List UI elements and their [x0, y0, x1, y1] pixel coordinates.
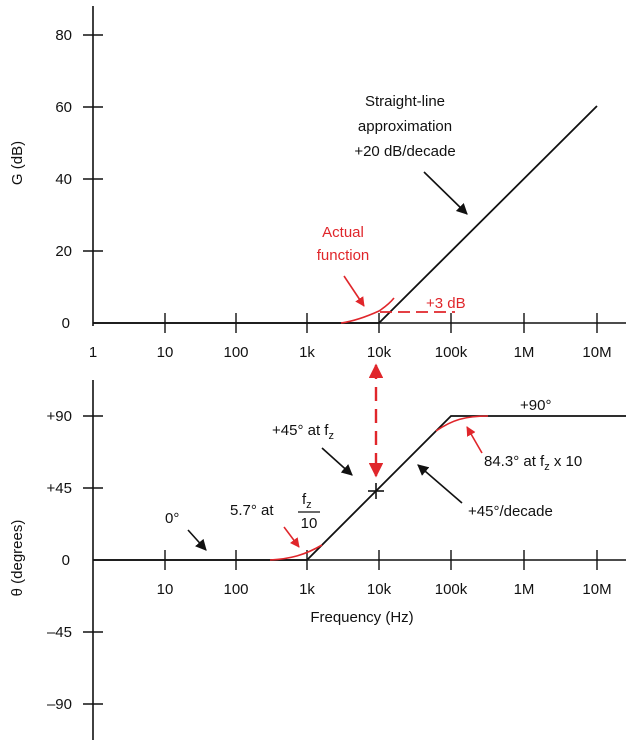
- magnitude-y-tick-label: 0: [62, 315, 70, 332]
- plus90-label: +90°: [520, 397, 551, 414]
- phase-x-tick-label: 10: [157, 581, 174, 598]
- magnitude-x-tick-label: 10: [157, 344, 174, 361]
- magnitude-x-tick-label: 100k: [435, 344, 468, 361]
- magnitude-x-tick-label: 1M: [514, 344, 535, 361]
- plus45-at-fz-arrow: [321, 447, 353, 476]
- phase-y-tick-label: 0: [62, 552, 70, 569]
- magnitude-x-tick-label: 10M: [582, 344, 611, 361]
- phase-actual-curve-low: [269, 544, 323, 561]
- p57-fraction-denominator: 10: [301, 515, 318, 532]
- magnitude-y-tick-label: 80: [55, 27, 72, 44]
- phase-y-tick-label: –90: [47, 696, 72, 713]
- phase-x-axis-label: Frequency (Hz): [310, 609, 413, 626]
- phase-x-tick-label: 10k: [367, 581, 392, 598]
- magnitude-x-tick-label: 10k: [367, 344, 392, 361]
- deg-per-decade-arrow: [417, 464, 463, 504]
- approximation-arrow: [423, 171, 468, 215]
- phase-x-tick-label: 1M: [514, 581, 535, 598]
- actual-function-label: Actual: [322, 224, 364, 241]
- phase-y-ticks: [83, 415, 103, 705]
- magnitude-y-ticks: [83, 34, 103, 252]
- magnitude-y-tick-label: 20: [55, 243, 72, 260]
- straight-line-label: Straight-line: [365, 93, 445, 110]
- zero-deg-arrow: [187, 529, 207, 551]
- actual-function-arrow: [343, 275, 365, 307]
- phase-y-tick-label: –45: [47, 624, 72, 641]
- phase-plot: +90 +45 0 –45 –90 θ (degrees) 10 100 1k …: [9, 380, 626, 740]
- p57-arrow: [283, 526, 300, 548]
- plus-3db-label: +3 dB: [426, 295, 466, 312]
- phase-y-axis-label: θ (degrees): [9, 520, 26, 597]
- plus45-at-fz-label: +45° at fz: [272, 422, 334, 442]
- phase-x-tick-label: 1k: [299, 581, 315, 598]
- magnitude-y-tick-label: 60: [55, 99, 72, 116]
- phase-x-tick-label: 100k: [435, 581, 468, 598]
- magnitude-x-tick-label: 1k: [299, 344, 315, 361]
- phase-y-tick-label: +90: [47, 408, 72, 425]
- actual-function-label: function: [317, 247, 370, 264]
- phase-approximation-line: [93, 415, 626, 561]
- phase-x-tick-label: 100: [223, 581, 248, 598]
- approximation-label: approximation: [358, 118, 452, 135]
- magnitude-approximation-line: [93, 105, 598, 324]
- phase-x-tick-label: 10M: [582, 581, 611, 598]
- zero-deg-label: 0°: [165, 510, 179, 527]
- fz-crosshair-marker: [368, 483, 384, 499]
- p843-label: 84.3° at fz x 10: [484, 453, 582, 473]
- magnitude-actual-curve: [340, 297, 395, 324]
- magnitude-plot: 80 60 40 20 0 G (dB) 1 10 100 1k 10k 100…: [9, 6, 626, 361]
- deg-per-decade-label: +45°/decade: [468, 503, 553, 520]
- magnitude-y-axis-label: G (dB): [9, 141, 26, 185]
- magnitude-y-tick-label: 40: [55, 171, 72, 188]
- p57-label: 5.7° at: [230, 502, 274, 519]
- magnitude-x-tick-label: 100: [223, 344, 248, 361]
- magnitude-x-tick-label: 1: [89, 344, 97, 361]
- slope-label: +20 dB/decade: [354, 143, 455, 160]
- phase-actual-curve-high: [435, 415, 489, 432]
- p57-fraction-numerator: fz: [302, 491, 312, 511]
- phase-y-tick-label: +45: [47, 480, 72, 497]
- p843-arrow: [466, 426, 483, 454]
